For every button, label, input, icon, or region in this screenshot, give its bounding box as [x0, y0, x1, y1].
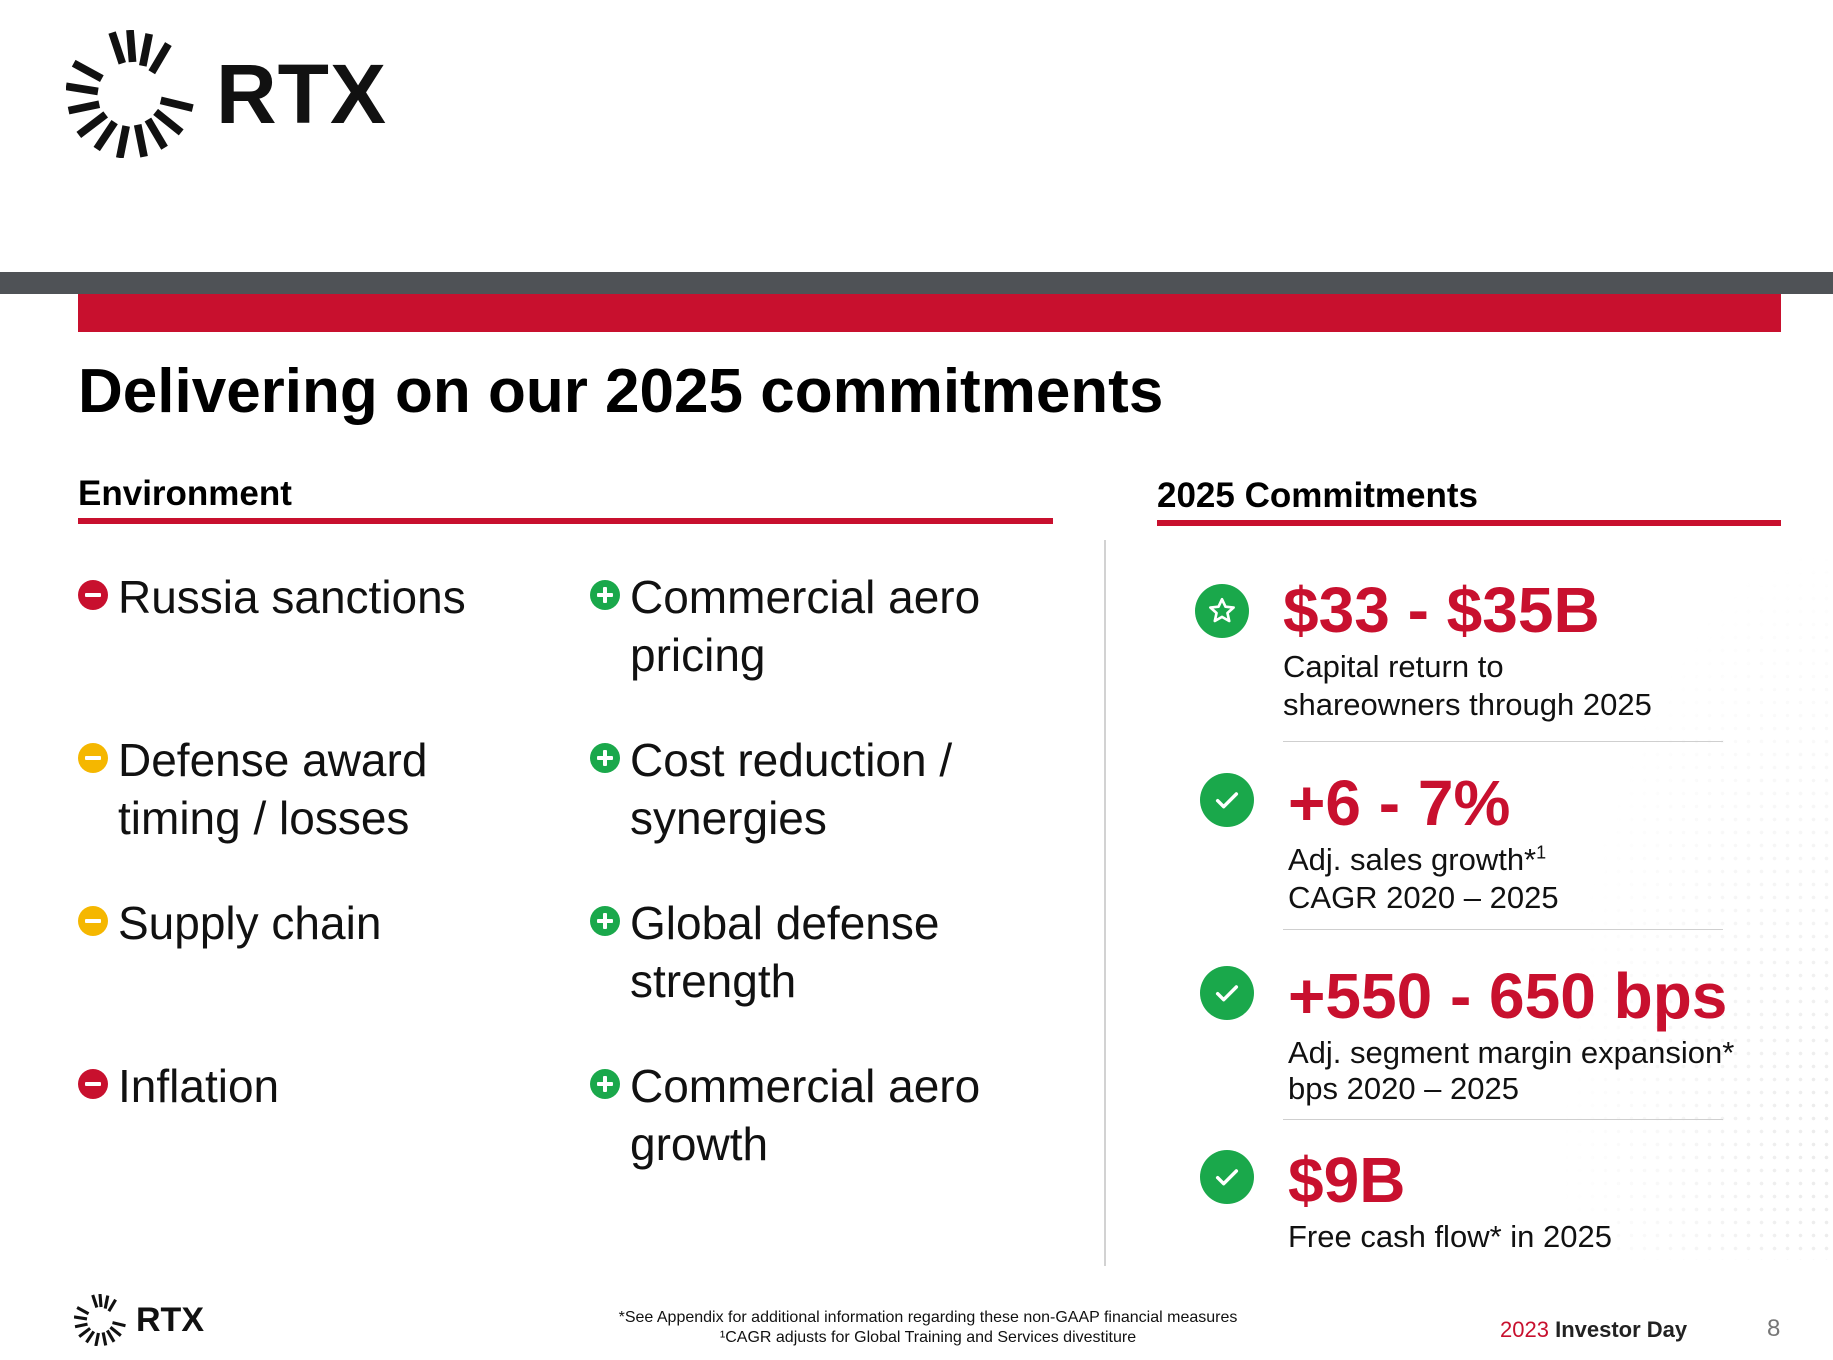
commitment-value: $9B [1288, 1144, 1406, 1216]
page-number: 8 [1767, 1315, 1781, 1342]
commitment-value: $33 - $35B [1283, 574, 1600, 646]
minus-circle-icon [78, 580, 108, 610]
event-name: Investor Day [1555, 1317, 1688, 1342]
tailwind-item: Commercial aero pricing [590, 568, 1020, 684]
tailwind-item: Global defense strength [590, 894, 1020, 1010]
tailwind-text: Cost reduction / synergies [630, 734, 953, 844]
star-circle-icon [1195, 584, 1249, 638]
rtx-logo: RTX [66, 30, 387, 158]
tailwind-text: Global defense strength [630, 897, 940, 1007]
commitment-separator [1283, 741, 1723, 742]
footnote-non-gaap: *See Appendix for additional information… [618, 1309, 1238, 1326]
plus-circle-icon [590, 906, 620, 936]
slide-title: Delivering on our 2025 commitments [78, 357, 1164, 426]
tailwind-text: Commercial aero pricing [630, 571, 981, 681]
environment-rule [78, 518, 1053, 524]
event-label: 2023 Investor Day [1500, 1317, 1687, 1343]
commitment-desc-line1: Adj. sales growth*1 [1288, 842, 1547, 877]
commitment-desc-line2: CAGR 2020 – 2025 [1288, 880, 1559, 915]
tailwind-item: Cost reduction / synergies [590, 731, 1020, 847]
headwind-item: Inflation [78, 1057, 508, 1115]
commitment-separator [1283, 1119, 1723, 1120]
commitment-desc-line1: Free cash flow* in 2025 [1288, 1219, 1612, 1254]
footer-rtx-wordmark: RTX [136, 1301, 204, 1339]
minus-circle-icon [78, 743, 108, 773]
header-grey-bar [0, 272, 1833, 294]
minus-circle-icon [78, 906, 108, 936]
check-circle-icon [1200, 1150, 1254, 1204]
header-red-bar [78, 294, 1781, 332]
plus-circle-icon [590, 1069, 620, 1099]
tailwind-item: Commercial aero growth [590, 1057, 1020, 1173]
commitment-desc-line1: Adj. segment margin expansion* [1288, 1035, 1735, 1070]
headwind-text: Supply chain [118, 897, 382, 949]
commitment-desc-line2: bps 2020 – 2025 [1288, 1071, 1519, 1106]
environment-heading: Environment [78, 474, 292, 513]
plus-circle-icon [590, 743, 620, 773]
headwind-text: Russia sanctions [118, 571, 466, 623]
commitment-desc-line2: shareowners through 2025 [1283, 687, 1652, 722]
commitment-desc-line1: Capital return to [1283, 649, 1504, 684]
section-divider [1104, 540, 1106, 1266]
commitment-value: +550 - 650 bps [1288, 960, 1728, 1032]
commitment-separator [1283, 929, 1723, 930]
footer-rtx-logo: RTX [74, 1294, 204, 1346]
headwind-item: Russia sanctions [78, 568, 508, 626]
headwind-text: Defense award timing / losses [118, 734, 428, 844]
commitments-heading: 2025 Commitments [1157, 476, 1478, 515]
footnotes: *See Appendix for additional information… [560, 1308, 1296, 1348]
rtx-sunburst-icon [74, 1294, 126, 1346]
check-circle-icon [1200, 966, 1254, 1020]
headwind-item: Supply chain [78, 894, 508, 952]
plus-circle-icon [590, 580, 620, 610]
event-year: 2023 [1500, 1317, 1549, 1342]
footnote-cagr: ¹CAGR adjusts for Global Training and Se… [719, 1329, 1137, 1346]
minus-circle-icon [78, 1069, 108, 1099]
tailwind-text: Commercial aero growth [630, 1060, 981, 1170]
headwind-item: Defense award timing / losses [78, 731, 508, 847]
rtx-sunburst-icon [66, 30, 194, 158]
headwind-text: Inflation [118, 1060, 280, 1112]
commitments-rule [1157, 520, 1781, 526]
commitment-value: +6 - 7% [1288, 767, 1511, 839]
rtx-wordmark: RTX [216, 47, 387, 141]
check-circle-icon [1200, 773, 1254, 827]
footnote-marker: 1 [1536, 842, 1547, 863]
dot-pattern-background [1560, 540, 1833, 1260]
